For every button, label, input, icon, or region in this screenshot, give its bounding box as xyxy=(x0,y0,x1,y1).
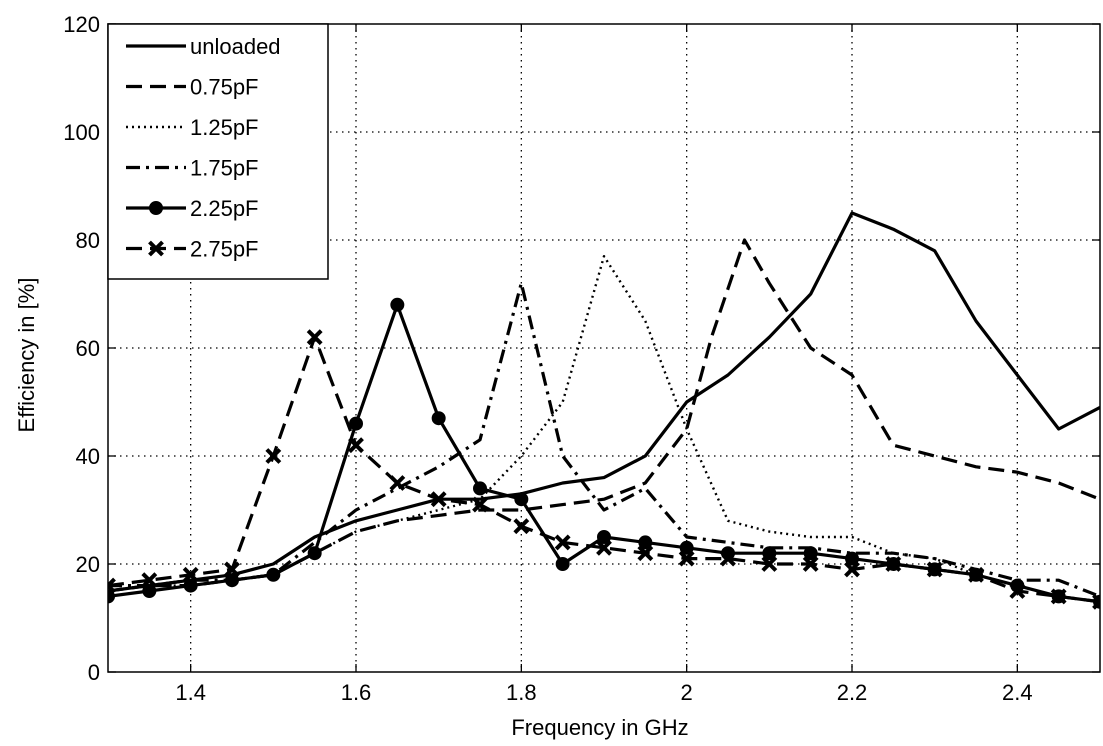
x-tick-label: 1.6 xyxy=(341,680,372,705)
data-point xyxy=(108,577,116,594)
data-point xyxy=(555,557,570,571)
x-tick-label: 2.2 xyxy=(837,680,868,705)
data-point xyxy=(679,540,694,555)
legend-label: 1.25pF xyxy=(190,115,259,140)
data-point xyxy=(513,518,530,535)
x-axis-label: Frequency in GHz xyxy=(511,715,688,740)
legend-item: 2.75pF xyxy=(126,237,259,262)
data-point xyxy=(597,530,611,544)
data-point xyxy=(720,550,736,567)
legend: unloaded 0.75pF 1.25pF 1.75pF 2.25pF 2.75pF xyxy=(107,23,329,280)
series-2.75pF xyxy=(108,329,1100,610)
legend-item: 2.25pF xyxy=(126,196,259,221)
data-point xyxy=(1092,593,1100,610)
legend-label: unloaded xyxy=(190,34,281,59)
plot-axes xyxy=(107,23,1101,673)
legend-item: unloaded xyxy=(126,34,281,59)
data-point xyxy=(926,561,943,578)
data-point xyxy=(306,329,323,346)
data-point xyxy=(1009,583,1026,599)
tick-labels: 1.4 1.6 1.8 2 2.2 2.4 0 20 40 60 80 100 120 xyxy=(63,12,1032,705)
data-point xyxy=(762,546,777,561)
y-tick-label: 120 xyxy=(63,12,100,37)
series-line xyxy=(108,255,1100,603)
x-tick-label: 2.4 xyxy=(1002,680,1033,705)
data-point xyxy=(307,546,322,561)
y-tick-label: 0 xyxy=(88,660,100,685)
data-point xyxy=(390,297,405,312)
data-point xyxy=(141,572,158,589)
data-point xyxy=(968,566,984,583)
data-point xyxy=(182,566,199,583)
data-point xyxy=(183,578,198,593)
y-tick-label: 80 xyxy=(76,228,100,253)
data-point xyxy=(349,416,363,431)
series-unloaded xyxy=(108,211,1100,593)
data-point xyxy=(348,437,364,454)
data-point xyxy=(761,556,778,572)
data-point xyxy=(637,545,654,562)
legend-item: 1.25pF xyxy=(126,115,259,140)
legend-label: 0.75pF xyxy=(190,75,259,100)
x-tick-label: 1.8 xyxy=(506,680,537,705)
data-point xyxy=(845,551,859,566)
data-point xyxy=(638,535,653,550)
data-point xyxy=(803,546,818,561)
legend-label: 2.75pF xyxy=(190,237,259,262)
data-point xyxy=(472,496,488,513)
legend-item: 1.75pF xyxy=(126,156,259,181)
y-tick-label: 60 xyxy=(76,336,100,361)
legend-marker xyxy=(148,240,164,257)
data-point xyxy=(802,556,819,572)
data-point xyxy=(473,481,487,496)
data-point xyxy=(224,561,240,578)
y-tick-label: 20 xyxy=(76,552,100,577)
y-tick-label: 40 xyxy=(76,444,100,469)
data-point xyxy=(431,411,446,426)
data-point xyxy=(266,567,281,582)
data-point xyxy=(885,556,902,572)
legend-item: 0.75pF xyxy=(126,75,259,100)
data-point xyxy=(430,491,447,508)
data-point xyxy=(265,448,282,464)
x-tick-label: 1.4 xyxy=(175,680,206,705)
plot-series xyxy=(108,211,1100,610)
data-point xyxy=(844,561,860,578)
x-tick-label: 2 xyxy=(681,680,693,705)
data-point xyxy=(1050,588,1067,605)
data-point xyxy=(514,492,529,507)
legend-label: 2.25pF xyxy=(190,196,259,221)
series-line xyxy=(108,211,1100,593)
data-point xyxy=(596,539,612,556)
y-tick-label: 100 xyxy=(63,120,100,145)
legend-marker xyxy=(149,201,163,215)
y-axis-label: Efficiency in [%] xyxy=(14,278,39,433)
data-point xyxy=(389,475,406,491)
data-point xyxy=(225,573,239,588)
legend-label: 1.75pF xyxy=(190,156,259,181)
series-1.25pF xyxy=(108,255,1100,603)
legend-box xyxy=(107,23,329,280)
data-point xyxy=(678,550,695,567)
data-point xyxy=(142,584,157,598)
data-point xyxy=(554,534,571,551)
